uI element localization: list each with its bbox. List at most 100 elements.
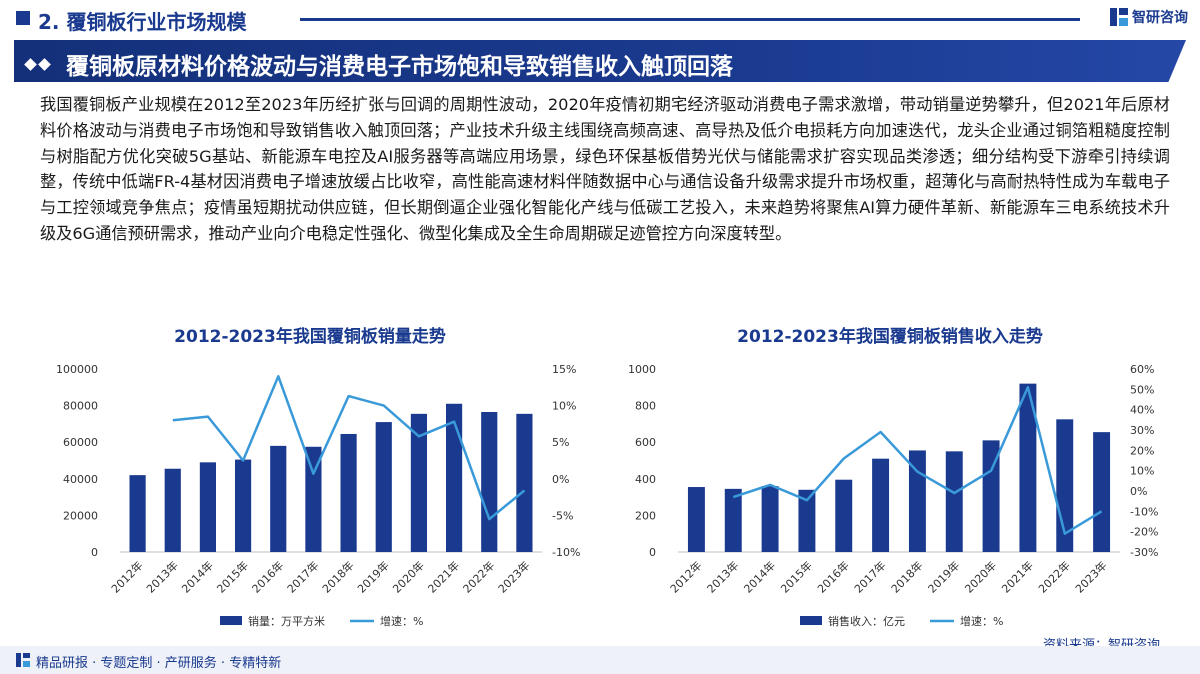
y-tick-label: 600 xyxy=(635,436,656,449)
footer-text: 精品研报 · 专题定制 · 产研服务 · 专精特新 xyxy=(36,656,282,671)
x-tick-label: 2014年 xyxy=(741,558,778,595)
legend-line-label: 增速：% xyxy=(960,614,1003,628)
bar xyxy=(798,489,816,552)
body-paragraph: 我国覆铜板产业规模在2012至2023年历经扩张与回调的周期性波动，2020年疫… xyxy=(40,95,1170,243)
bar xyxy=(761,486,779,552)
bar xyxy=(305,446,322,552)
y2-tick-label: 0% xyxy=(1130,485,1147,498)
bar xyxy=(129,475,146,552)
bar xyxy=(199,462,217,552)
chart2-title: 2012-2023年我国覆铜板销售收入走势 xyxy=(737,327,1043,347)
diamond-icon xyxy=(24,54,54,73)
y-tick-label: 80000 xyxy=(63,400,98,413)
x-tick-label: 2021年 xyxy=(999,558,1036,595)
y-tick-label: 1000 xyxy=(628,363,656,376)
x-tick-label: 2020年 xyxy=(390,558,427,595)
bar xyxy=(945,451,963,552)
bar xyxy=(481,412,498,552)
y2-tick-label: 5% xyxy=(552,436,569,449)
legend-bar-label: 销售收入：亿元 xyxy=(828,614,905,628)
x-tick-label: 2022年 xyxy=(1035,558,1072,595)
section-title: 2. 覆铜板行业市场规模 xyxy=(38,10,247,34)
section-square-icon xyxy=(16,11,30,25)
y2-tick-label: 0% xyxy=(552,473,569,486)
x-tick-label: 2017年 xyxy=(851,558,888,595)
y2-tick-label: 10% xyxy=(1130,465,1154,478)
y-tick-label: 200 xyxy=(635,509,656,522)
bar xyxy=(835,479,853,552)
bar xyxy=(375,422,392,552)
x-tick-label: 2023年 xyxy=(495,558,532,595)
bar xyxy=(687,487,705,552)
y2-tick-label: 50% xyxy=(1130,383,1154,396)
brand: 智研咨询 xyxy=(1110,7,1188,27)
x-tick-label: 2023年 xyxy=(1072,558,1109,595)
growth-line xyxy=(172,375,526,521)
x-tick-label: 2015年 xyxy=(214,558,251,595)
x-tick-label: 2019年 xyxy=(354,558,391,595)
y2-tick-label: -20% xyxy=(1130,526,1158,539)
y-tick-label: 100000 xyxy=(56,363,98,376)
y-tick-label: 60000 xyxy=(63,436,98,449)
y2-tick-label: 20% xyxy=(1130,444,1154,457)
bar xyxy=(872,458,890,552)
y-tick-label: 0 xyxy=(91,546,98,559)
footer: 精品研报 · 专题定制 · 产研服务 · 专精特新 xyxy=(0,646,1200,674)
x-tick-label: 2013年 xyxy=(704,558,741,595)
x-tick-label: 2020年 xyxy=(962,558,999,595)
x-tick-label: 2012年 xyxy=(108,558,145,595)
brand-name: 智研咨询 xyxy=(1132,10,1188,26)
chart1-sales-volume: 0 20000 40000 60000 80000 100000 -10% -5% 0% 5% 10… xyxy=(56,363,580,628)
legend-bar-swatch xyxy=(220,616,242,625)
y-tick-label: 800 xyxy=(635,400,656,413)
x-tick-label: 2022年 xyxy=(460,558,497,595)
y-tick-label: 0 xyxy=(649,546,656,559)
bar xyxy=(340,433,357,552)
legend-line-label: 增速：% xyxy=(380,614,423,628)
y-tick-label: 40000 xyxy=(63,473,98,486)
y2-tick-label: 15% xyxy=(552,363,576,376)
header-rule xyxy=(300,18,1080,21)
x-tick-label: 2013年 xyxy=(143,558,180,595)
bar xyxy=(516,413,533,552)
y2-tick-label: 30% xyxy=(1130,424,1154,437)
x-tick-label: 2015年 xyxy=(778,558,815,595)
x-tick-label: 2018年 xyxy=(888,558,925,595)
y2-tick-label: 60% xyxy=(1130,363,1154,376)
title-banner: 覆铜板原材料价格波动与消费电子市场饱和导致销售收入触顶回落 xyxy=(14,40,1186,82)
y-tick-label: 400 xyxy=(635,473,656,486)
y2-tick-label: -10% xyxy=(552,546,580,559)
y2-tick-label: 10% xyxy=(552,400,576,413)
x-tick-label: 2017年 xyxy=(284,558,321,595)
y2-tick-label: -30% xyxy=(1130,546,1158,559)
top-bar: 2. 覆铜板行业市场规模 智研咨询 xyxy=(0,0,1200,38)
bar xyxy=(445,403,463,552)
y2-tick-label: -5% xyxy=(552,509,573,522)
x-tick-label: 2021年 xyxy=(425,558,462,595)
x-tick-label: 2018年 xyxy=(319,558,356,595)
legend-bar-swatch xyxy=(800,616,822,625)
chart1-title: 2012-2023年我国覆铜板销量走势 xyxy=(174,327,446,347)
bar xyxy=(1093,432,1111,552)
legend-bar-label: 销量：万平方米 xyxy=(248,614,325,628)
brand-logo-icon xyxy=(1110,8,1128,26)
bar xyxy=(908,450,926,552)
bar xyxy=(164,468,181,552)
bar xyxy=(724,488,742,552)
x-tick-label: 2012年 xyxy=(667,558,704,595)
bar xyxy=(982,440,1000,552)
footer-logo-icon xyxy=(16,653,30,667)
y-tick-label: 20000 xyxy=(63,509,98,522)
y2-tick-label: -10% xyxy=(1130,505,1158,518)
y2-tick-label: 40% xyxy=(1130,404,1154,417)
bar xyxy=(270,445,287,552)
x-tick-label: 2016年 xyxy=(814,558,851,595)
bar xyxy=(234,459,252,552)
banner-title: 覆铜板原材料价格波动与消费电子市场饱和导致销售收入触顶回落 xyxy=(66,54,733,80)
chart2-sales-revenue: 0 200 400 600 800 1000 -30% -20% -10% 0% 10% 20% 30%… xyxy=(628,363,1158,628)
x-tick-label: 2016年 xyxy=(249,558,286,595)
x-tick-label: 2014年 xyxy=(179,558,216,595)
x-tick-label: 2019年 xyxy=(925,558,962,595)
bar xyxy=(410,413,428,552)
bar xyxy=(1019,383,1037,552)
